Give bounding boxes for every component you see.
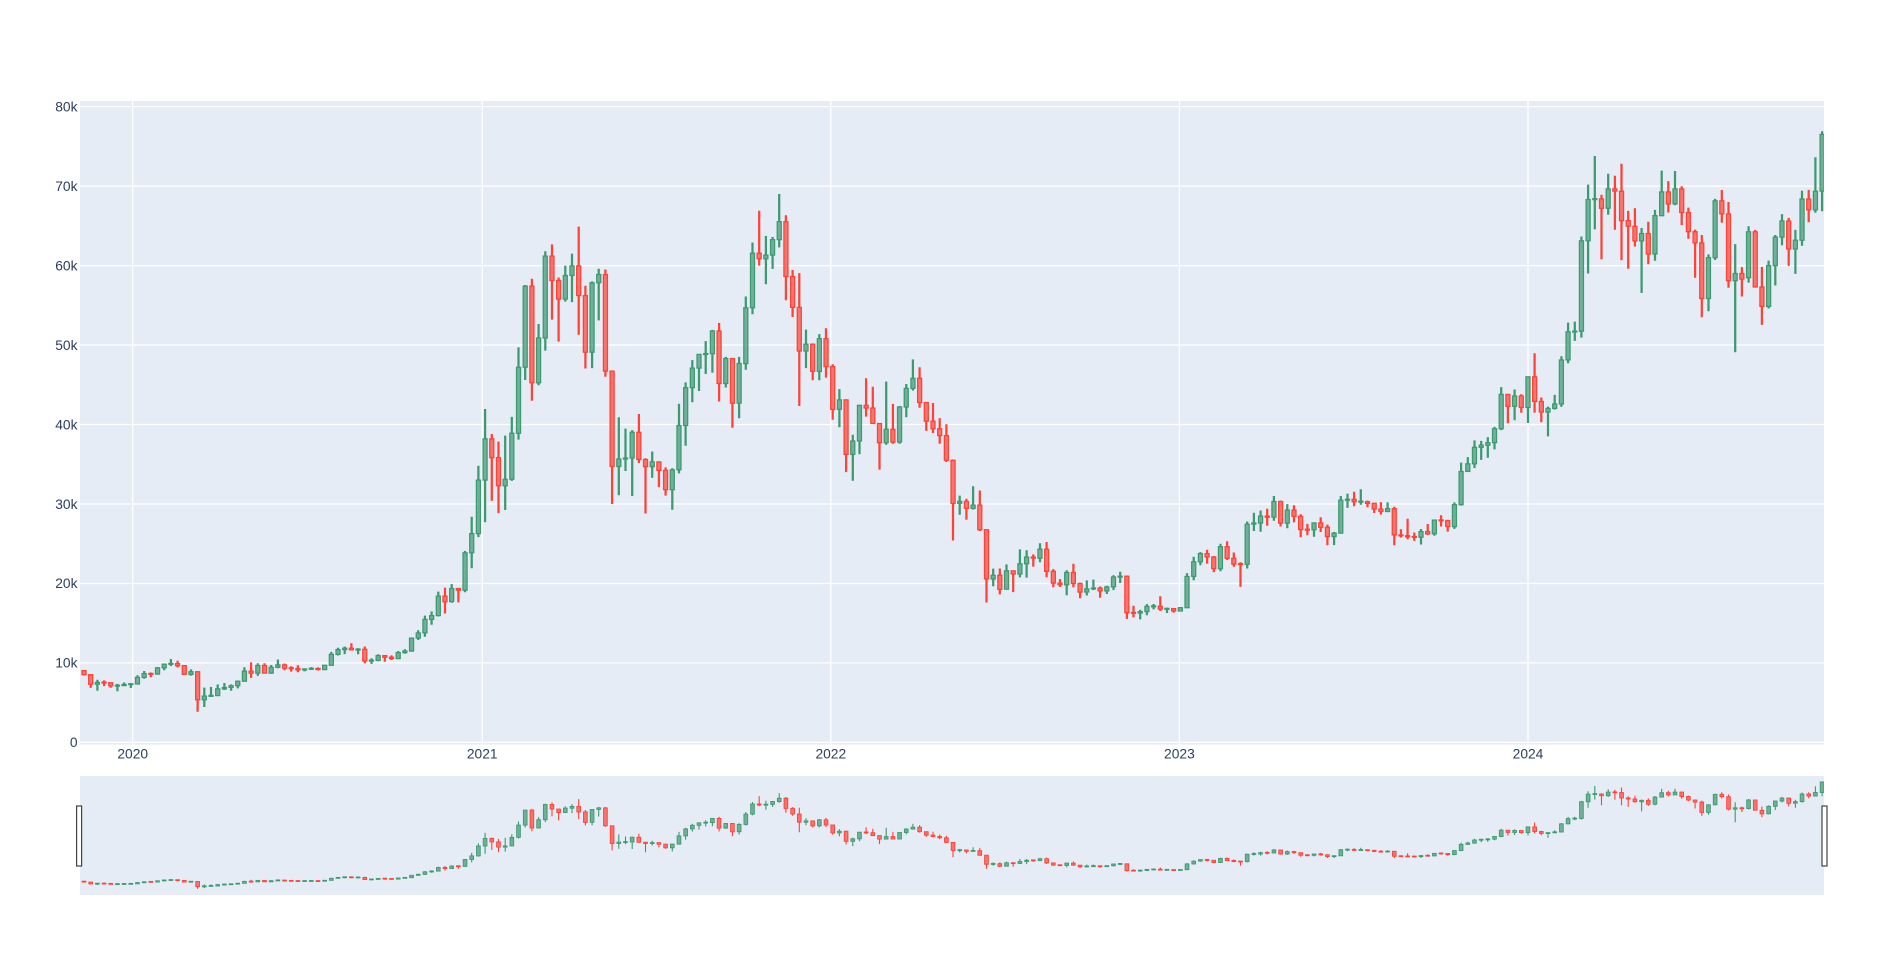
svg-text:2021: 2021 bbox=[467, 746, 498, 761]
svg-text:2020: 2020 bbox=[117, 746, 148, 761]
svg-text:0: 0 bbox=[70, 735, 78, 750]
svg-text:2023: 2023 bbox=[1164, 746, 1195, 761]
svg-text:50k: 50k bbox=[55, 338, 77, 353]
svg-text:70k: 70k bbox=[55, 179, 77, 194]
svg-text:2024: 2024 bbox=[1513, 746, 1544, 761]
svg-text:80k: 80k bbox=[55, 99, 77, 114]
svg-text:60k: 60k bbox=[55, 258, 77, 273]
svg-text:30k: 30k bbox=[55, 497, 77, 512]
svg-text:2022: 2022 bbox=[815, 746, 846, 761]
svg-text:40k: 40k bbox=[55, 417, 77, 432]
svg-text:10k: 10k bbox=[55, 656, 77, 671]
svg-text:20k: 20k bbox=[55, 576, 77, 591]
